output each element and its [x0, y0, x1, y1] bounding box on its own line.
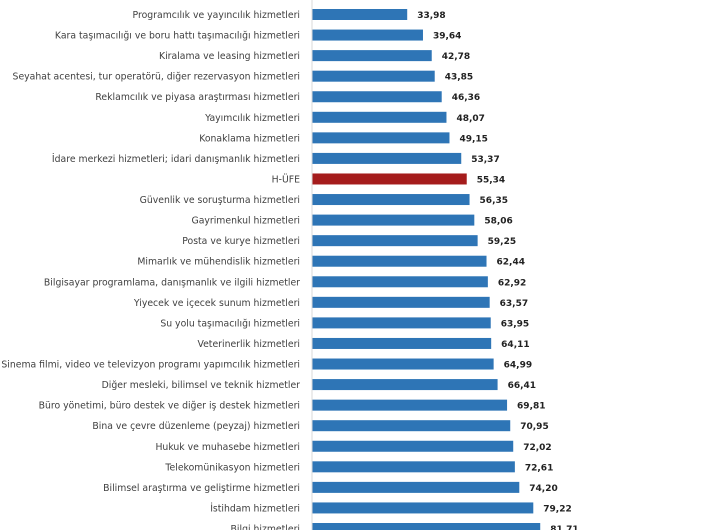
bar — [312, 481, 520, 493]
data-label: 39,64 — [433, 32, 461, 42]
bar — [312, 399, 508, 411]
data-label: 56,35 — [480, 196, 508, 206]
data-label: 79,22 — [543, 504, 571, 514]
data-label: 72,02 — [523, 443, 551, 453]
category-label: Kiralama ve leasing hizmetleri — [159, 51, 300, 62]
data-label: 46,36 — [452, 93, 480, 103]
bar — [312, 235, 478, 247]
category-label: Büro yönetimi, büro destek ve diğer iş d… — [39, 401, 300, 412]
bar — [312, 70, 435, 82]
bar — [312, 152, 462, 164]
bar — [312, 461, 515, 473]
data-label: 70,95 — [520, 422, 548, 432]
bar — [312, 276, 488, 288]
data-label: 62,92 — [498, 278, 526, 288]
category-label: Güvenlik ve soruşturma hizmetleri — [140, 195, 300, 206]
category-label: Sinema filmi, video ve televizyon progra… — [1, 360, 300, 371]
data-label: 49,15 — [459, 134, 487, 144]
bar — [312, 440, 514, 452]
bar — [312, 420, 511, 432]
data-label: 63,95 — [501, 319, 529, 329]
bar — [312, 9, 408, 20]
data-label: 53,37 — [471, 155, 499, 165]
category-label: Yiyecek ve içecek sunum hizmetleri — [133, 298, 300, 309]
category-label: Mimarlık ve mühendislik hizmetleri — [137, 257, 300, 268]
category-label: Yayımcılık hizmetleri — [204, 113, 300, 124]
data-label: 63,57 — [500, 299, 528, 309]
bar — [312, 523, 541, 530]
bar — [312, 358, 494, 370]
category-label: Bilgi hizmetleri — [231, 524, 300, 530]
bar — [312, 337, 492, 349]
bar — [312, 296, 490, 308]
category-label: Veterinerlik hizmetleri — [197, 339, 300, 350]
category-label: Bilimsel araştırma ve geliştirme hizmetl… — [103, 483, 300, 494]
category-label: İdare merkezi hizmetleri; idari danışman… — [52, 154, 300, 165]
category-label: Programcılık ve yayıncılık hizmetleri — [133, 10, 300, 21]
data-label: 33,98 — [417, 11, 445, 21]
category-label: Diğer mesleki, bilimsel ve teknik hizmet… — [102, 380, 301, 391]
category-label: Bina ve çevre düzenleme (peyzaj) hizmetl… — [92, 421, 300, 432]
category-label: Hukuk ve muhasebe hizmetleri — [155, 442, 300, 453]
category-label: Su yolu taşımacılığı hizmetleri — [160, 318, 300, 329]
category-label: Bilgisayar programlama, danışmanlık ve i… — [44, 277, 300, 288]
data-label: 66,41 — [508, 381, 536, 391]
category-label: Konaklama hizmetleri — [199, 133, 300, 144]
bar — [312, 132, 450, 144]
data-label: 48,07 — [456, 114, 484, 124]
bar — [312, 214, 475, 226]
bar — [312, 173, 467, 185]
category-label: İstihdam hizmetleri — [210, 503, 300, 514]
data-label: 64,11 — [501, 340, 529, 350]
data-label: 55,34 — [477, 175, 505, 185]
data-label: 43,85 — [445, 73, 473, 83]
data-label: 58,06 — [484, 217, 512, 227]
bar — [312, 194, 470, 206]
data-label: 62,44 — [497, 258, 525, 268]
data-label: 64,99 — [504, 361, 532, 371]
category-label: H-ÜFE — [272, 174, 300, 185]
bar — [312, 111, 447, 123]
category-label: Posta ve kurye hizmetleri — [182, 236, 300, 247]
category-label: Telekomünikasyon hizmetleri — [164, 462, 300, 473]
data-label: 69,81 — [517, 402, 545, 412]
category-label: Kara taşımacılığı ve boru hattı taşımacı… — [55, 31, 300, 42]
bar — [312, 91, 442, 103]
data-label: 72,61 — [525, 463, 553, 473]
data-label: 42,78 — [442, 52, 470, 62]
data-label: 81,71 — [550, 525, 578, 530]
category-label: Seyahat acentesi, tur operatörü, diğer r… — [13, 72, 300, 83]
category-label: Reklamcılık ve piyasa araştırması hizmet… — [95, 92, 300, 103]
bar — [312, 502, 534, 514]
category-label: Gayrimenkul hizmetleri — [192, 216, 301, 227]
bar — [312, 379, 498, 391]
bar — [312, 317, 491, 329]
data-label: 59,25 — [488, 237, 516, 247]
bar — [312, 29, 423, 41]
data-label: 74,20 — [529, 484, 557, 494]
bar — [312, 50, 432, 62]
bar — [312, 255, 487, 267]
